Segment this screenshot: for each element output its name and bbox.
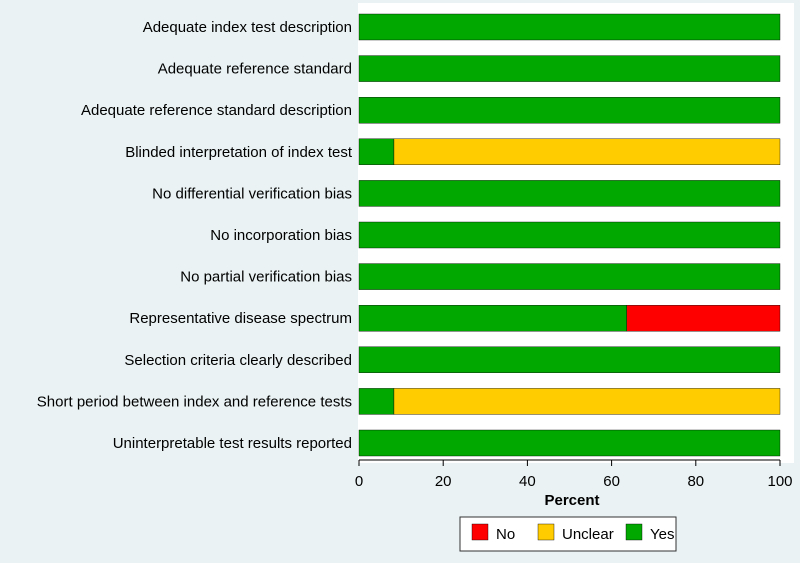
bar-yes-3 xyxy=(358,138,395,166)
legend: No Unclear Yes xyxy=(459,516,677,552)
x-axis-title: Percent xyxy=(544,492,599,509)
bar-yes-1 xyxy=(358,55,781,82)
x-tick-label: 0 xyxy=(355,473,363,490)
legend-label-unclear: Unclear xyxy=(562,526,614,543)
x-tick-label: 40 xyxy=(519,473,536,490)
bar-yes-5 xyxy=(358,221,781,249)
legend-swatch-yes xyxy=(625,523,643,541)
bar-yes-8 xyxy=(358,346,781,373)
category-label: Adequate reference standard xyxy=(158,61,352,78)
bar-no-7 xyxy=(626,305,781,332)
bar-yes-7 xyxy=(358,305,627,332)
category-label: Adequate reference standard description xyxy=(81,102,352,119)
legend-swatch-no xyxy=(471,523,489,541)
bar-yes-6 xyxy=(358,263,781,290)
bar-yes-0 xyxy=(358,13,781,41)
category-label: No incorporation bias xyxy=(210,227,352,244)
category-label: Representative disease spectrum xyxy=(129,310,352,327)
bar-yes-4 xyxy=(358,180,781,207)
bars-layer xyxy=(358,13,781,457)
bar-unclear-9 xyxy=(393,388,781,415)
legend-swatch-unclear xyxy=(537,523,555,541)
category-labels: Adequate index test description Adequate … xyxy=(37,19,353,452)
bar-unclear-3 xyxy=(393,138,781,166)
category-label: Short period between index and reference… xyxy=(37,393,352,410)
bar-yes-10 xyxy=(358,429,781,457)
x-axis: 0 20 40 60 80 100 xyxy=(355,459,793,490)
legend-label-yes: Yes xyxy=(650,526,674,543)
x-tick-label: 60 xyxy=(603,473,620,490)
legend-label-no: No xyxy=(496,526,515,543)
category-label: No differential verification bias xyxy=(152,185,352,202)
x-tick-label: 80 xyxy=(687,473,704,490)
bar-yes-9 xyxy=(358,388,395,415)
bar-yes-2 xyxy=(358,96,781,124)
x-tick-label: 100 xyxy=(767,473,792,490)
category-label: Adequate index test description xyxy=(143,19,352,36)
category-label: Uninterpretable test results reported xyxy=(113,435,352,452)
category-label: Blinded interpretation of index test xyxy=(125,144,353,161)
x-tick-label: 20 xyxy=(435,473,452,490)
category-label: No partial verification bias xyxy=(180,269,352,286)
category-label: Selection criteria clearly described xyxy=(124,352,352,369)
